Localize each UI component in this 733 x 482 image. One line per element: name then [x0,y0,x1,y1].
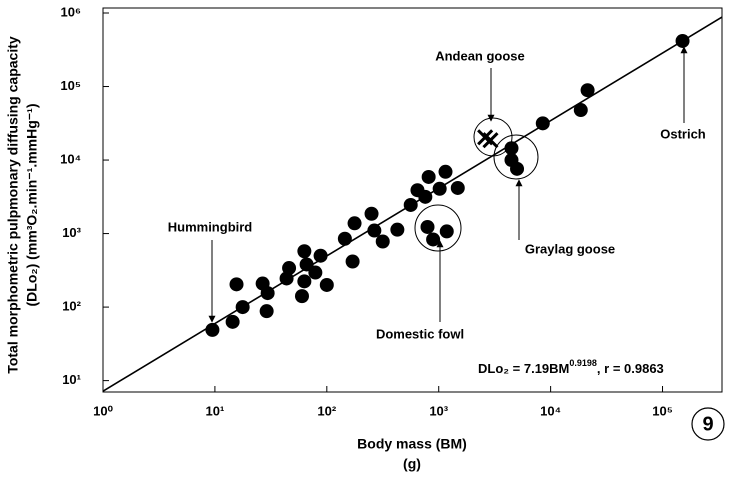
y-tick-label: 10¹ [62,372,81,387]
data-point [573,103,588,118]
data-point [313,248,328,263]
data-point [450,180,465,195]
equation-exponent: 0.9198 [569,358,597,368]
data-point [675,33,690,48]
data-point [308,265,323,280]
data-point [367,223,382,238]
data-point [432,181,447,196]
x-axis-unit: (g) [403,456,421,472]
annotation: Andean goose [435,48,525,63]
x-tick-label: 10³ [429,403,448,418]
plot-frame [102,7,723,393]
x-tick-label: 10⁰ [93,403,113,418]
data-point [375,234,390,249]
data-point [347,216,362,231]
x-tick-label: 10⁴ [540,403,561,418]
data-point [235,300,250,315]
data-point [364,206,379,221]
data-point [279,271,294,286]
highlight-circle [493,134,539,180]
y-tick-label: 10⁵ [60,78,81,93]
equation: DLo₂ = 7.19BM0.9198, r = 0.9863 [478,358,664,376]
data-point [297,244,312,259]
annotation: Ostrich [660,126,706,141]
data-point [420,219,435,234]
data-point [418,189,433,204]
cross-point [482,132,499,149]
data-point [426,232,441,247]
data-point [510,161,525,176]
data-point [260,286,275,301]
equation-text: DLo₂ = 7.19BM [478,361,569,376]
y-axis-label: Total morphometric pulpmonary diffusing … [5,36,21,374]
y-tick-label: 10² [62,299,81,314]
data-point [403,197,418,212]
data-point [421,169,436,184]
highlight-circle [414,204,462,252]
data-point [259,304,274,319]
data-point [205,322,220,337]
data-point [297,274,312,289]
x-axis-label: Body mass (BM) [357,436,467,452]
data-point [282,261,297,276]
annotation: Graylag goose [525,241,615,256]
data-point [580,83,595,98]
data-point [390,222,405,237]
data-point [438,164,453,179]
equation-text: , r = 0.9863 [597,361,664,376]
y-tick-label: 10⁶ [61,4,81,19]
data-point [319,277,334,292]
annotation: Hummingbird [168,219,253,234]
data-point [229,277,244,292]
y-axis-unit: (DLo₂) (mm³O₂.min⁻¹.mmHg⁻¹) [24,104,40,307]
x-tick-label: 10¹ [206,403,225,418]
data-point [337,231,352,246]
annotation: Domestic fowl [376,326,464,341]
data-point [294,289,309,304]
figure-badge [691,407,725,441]
y-tick-label: 10³ [62,225,81,240]
data-point [439,224,454,239]
data-point [535,116,550,131]
x-tick-label: 10² [317,403,336,418]
data-point [225,314,240,329]
data-point [504,141,519,156]
x-tick-label: 10⁵ [652,403,673,418]
y-tick-label: 10⁴ [60,151,81,166]
figure-number: 9 [702,413,713,435]
data-point [345,254,360,269]
